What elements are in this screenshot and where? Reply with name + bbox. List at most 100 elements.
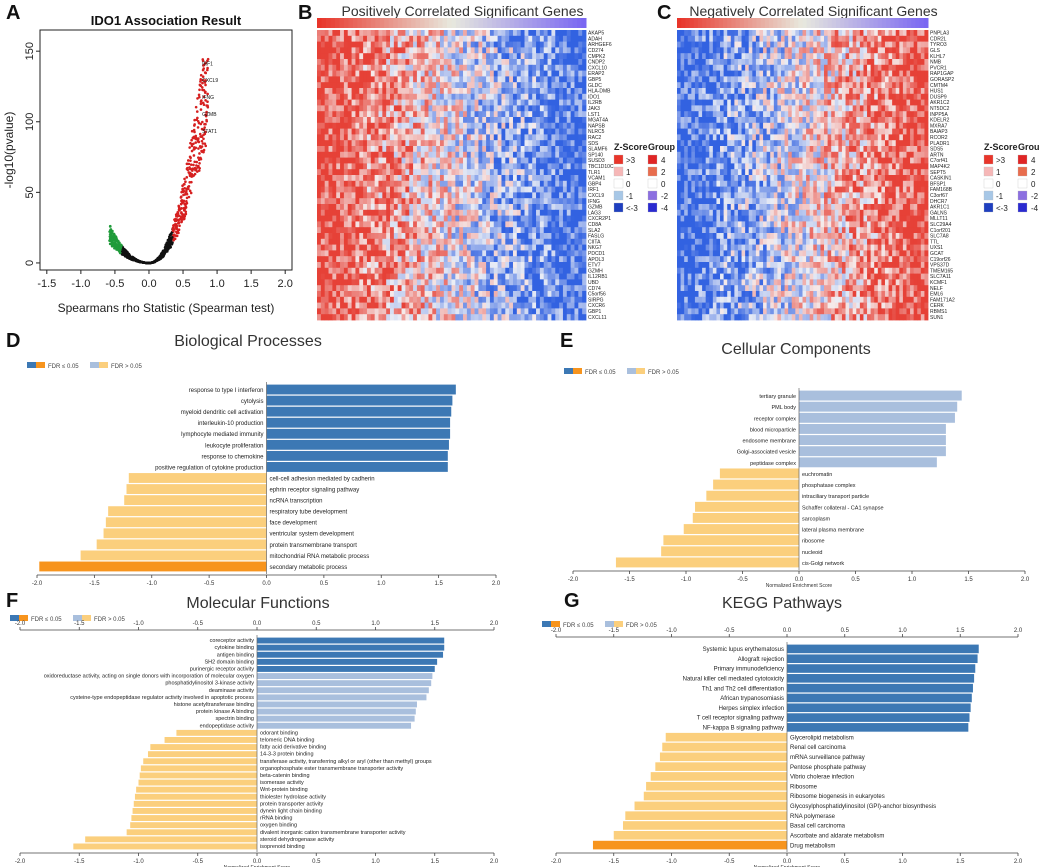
scatter-point	[185, 200, 188, 203]
heatmap-cell	[428, 279, 433, 286]
heatmap-cell	[324, 273, 329, 280]
heatmap-cell	[501, 163, 506, 170]
heatmap-cell	[528, 82, 533, 89]
heatmap-cell	[582, 262, 587, 269]
heatmap-cell	[486, 140, 491, 147]
heatmap-cell	[351, 291, 356, 298]
heatmap-cell	[512, 140, 518, 147]
heatmap-cell	[436, 122, 441, 129]
heatmap-cell	[570, 291, 575, 298]
heatmap-cell	[551, 314, 556, 321]
heatmap-cell	[393, 314, 399, 321]
heatmap-cell	[355, 233, 360, 240]
scatter-point	[184, 206, 187, 210]
heatmap-cell	[443, 64, 449, 71]
heatmap-cell	[336, 146, 341, 153]
heatmap-cell	[328, 128, 333, 135]
heatmap-cell	[470, 105, 475, 112]
heatmap-cell	[432, 209, 437, 216]
heatmap-cell	[366, 314, 372, 321]
heatmap-cell	[366, 117, 372, 124]
heatmap-cell	[420, 215, 425, 222]
heatmap-cell	[374, 93, 379, 100]
heatmap-cell	[359, 238, 364, 245]
heatmap-cell	[497, 215, 502, 222]
heatmap-cell	[355, 169, 360, 176]
heatmap-cell	[486, 47, 491, 54]
heatmap-cell	[439, 134, 445, 141]
heatmap-cell	[447, 122, 452, 129]
heatmap-cell	[824, 41, 828, 48]
gene-label: CIITA	[588, 239, 601, 245]
heatmap-cell	[439, 291, 445, 298]
heatmap-cell	[773, 41, 778, 48]
heatmap-cell	[752, 47, 757, 54]
scatter-point	[170, 235, 174, 239]
heatmap-cell	[378, 169, 383, 176]
heatmap-cell	[447, 41, 452, 48]
heatmap-cell	[694, 53, 699, 60]
heatmap-cell	[536, 64, 541, 71]
heatmap-cell	[524, 35, 529, 42]
heatmap-cell	[574, 53, 579, 60]
heatmap-cell	[366, 209, 372, 216]
heatmap-cell	[405, 308, 410, 315]
heatmap-cell	[562, 279, 568, 286]
heatmap-cell	[351, 227, 356, 234]
heatmap-cell	[470, 215, 475, 222]
heatmap-cell	[547, 262, 552, 269]
heatmap-cell	[532, 215, 537, 222]
heatmap-cell	[428, 88, 433, 95]
scatter-point	[149, 261, 152, 265]
heatmap-cell	[505, 88, 510, 95]
heatmap-cell	[463, 99, 468, 106]
heatmap-cell	[455, 117, 460, 124]
heatmap-cell	[920, 47, 925, 54]
heatmap-cell	[386, 233, 391, 240]
heatmap-cell	[355, 99, 360, 106]
heatmap-cell	[324, 140, 329, 147]
heatmap-cell	[382, 279, 387, 286]
heatmap-cell	[562, 163, 568, 170]
heatmap-cell	[780, 53, 785, 60]
heatmap-cell	[401, 140, 406, 147]
heatmap-cell	[324, 76, 329, 83]
heatmap-cell	[524, 221, 529, 228]
heatmap-cell	[528, 175, 533, 182]
group-cell	[743, 18, 749, 28]
x-tick-label: -1.5	[37, 278, 56, 290]
heatmap-cell	[443, 163, 449, 170]
heatmap-cell	[420, 140, 425, 147]
heatmap-cell	[766, 35, 771, 42]
heatmap-cell	[516, 285, 522, 292]
heatmap-cell	[390, 169, 395, 176]
heatmap-cell	[397, 47, 402, 54]
group-label: -2	[661, 192, 669, 201]
heatmap-cell	[409, 105, 414, 112]
scatter-point	[203, 81, 207, 84]
heatmap-cell	[351, 47, 356, 54]
heatmap-cell	[763, 53, 768, 60]
scatter-point	[182, 189, 186, 193]
group-cell	[357, 18, 363, 28]
heatmap-cell	[413, 128, 418, 135]
heatmap-cell	[562, 256, 568, 263]
group-cell	[541, 18, 547, 28]
heatmap-cell	[447, 140, 452, 147]
heatmap-cell	[574, 204, 579, 211]
heatmap-cell	[405, 250, 410, 257]
heatmap-cell	[489, 192, 495, 199]
heatmap-cell	[370, 53, 376, 60]
heatmap-cell	[737, 53, 742, 60]
heatmap-cell	[509, 204, 514, 211]
heatmap-cell	[478, 59, 483, 66]
heatmap-cell	[363, 93, 368, 100]
heatmap-cell	[370, 308, 376, 315]
heatmap-cell	[317, 128, 322, 135]
heatmap-cell	[555, 285, 560, 292]
heatmap-cell	[374, 238, 379, 245]
heatmap-cell	[455, 88, 460, 95]
heatmap-cell	[463, 41, 468, 48]
heatmap-cell	[520, 314, 525, 321]
heatmap-cell	[920, 35, 925, 42]
